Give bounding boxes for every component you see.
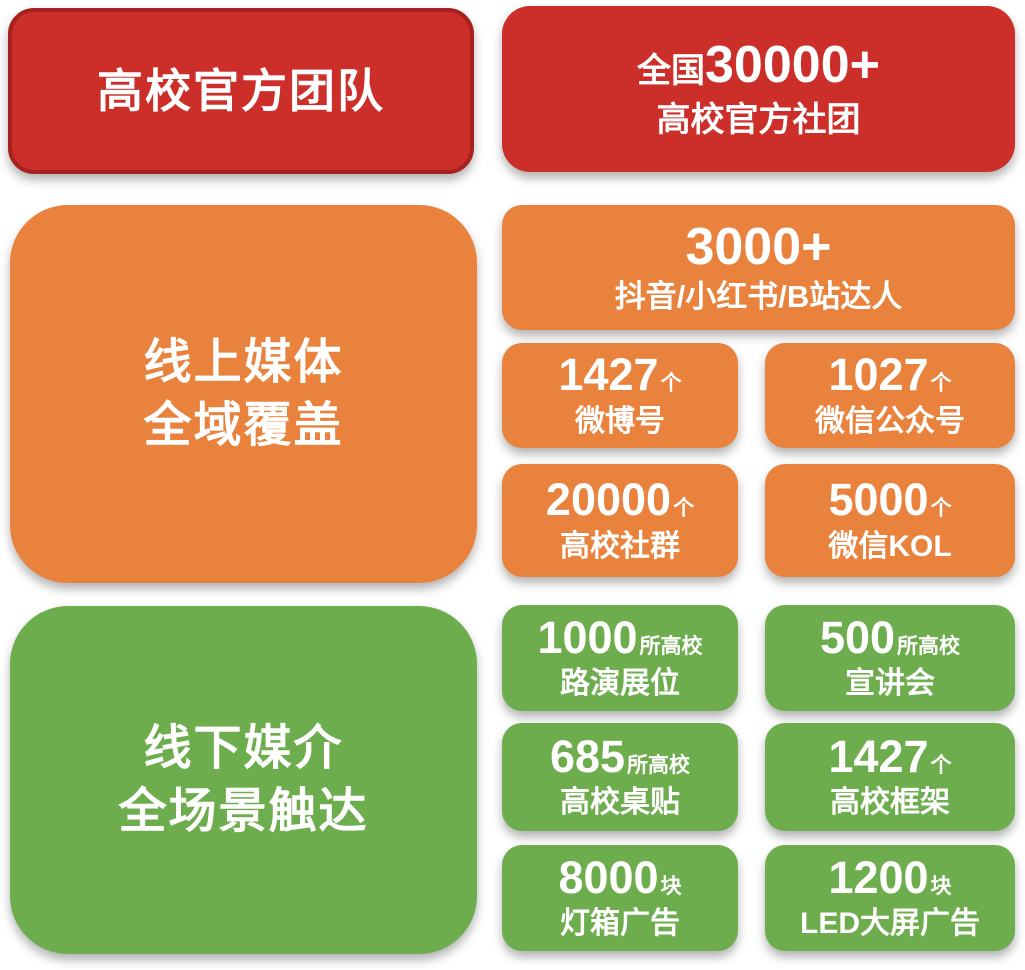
career-talks-number: 500 bbox=[819, 611, 896, 663]
desk-stickers-number-line: 685所高校 bbox=[550, 733, 690, 780]
card-desk-stickers: 685所高校 高校桌贴 bbox=[502, 723, 738, 831]
card-weibo-accounts: 1427个 微博号 bbox=[502, 343, 738, 448]
led-screen-number-line: 1200块 bbox=[828, 854, 951, 901]
communities-label: 高校社群 bbox=[560, 529, 680, 563]
roadshow-label: 路演展位 bbox=[560, 667, 680, 701]
card-lightbox-ads: 8000块 灯箱广告 bbox=[502, 845, 738, 951]
wechat-oa-number: 1027 bbox=[828, 349, 929, 401]
offline-media-title-line2: 全场景触达 bbox=[118, 785, 369, 838]
led-screen-unit: 块 bbox=[930, 874, 952, 898]
wechat-kol-label: 微信KOL bbox=[828, 529, 952, 563]
card-campus-frames: 1427个 高校框架 bbox=[765, 723, 1015, 831]
wechat-kol-number: 5000 bbox=[828, 474, 929, 526]
official-clubs-number: 30000+ bbox=[705, 36, 880, 94]
communities-number: 20000 bbox=[545, 474, 672, 526]
card-wechat-kol: 5000个 微信KOL bbox=[765, 464, 1015, 577]
card-offline-media-label: 线下媒介 全场景触达 bbox=[10, 606, 477, 954]
weibo-label: 微博号 bbox=[575, 404, 665, 438]
lightbox-number: 8000 bbox=[558, 851, 659, 903]
weibo-number-line: 1427个 bbox=[558, 351, 681, 398]
campus-frames-label: 高校框架 bbox=[830, 786, 950, 820]
roadshow-number: 1000 bbox=[537, 611, 638, 663]
card-online-media-label: 线上媒体 全域覆盖 bbox=[10, 205, 477, 583]
wechat-kol-number-line: 5000个 bbox=[828, 476, 951, 523]
official-clubs-number-line: 全国30000+ bbox=[637, 36, 880, 94]
career-talks-number-line: 500所高校 bbox=[820, 614, 960, 661]
led-screen-number: 1200 bbox=[828, 851, 929, 903]
wechat-oa-label: 微信公众号 bbox=[815, 404, 965, 438]
official-team-title: 高校官方团队 bbox=[97, 64, 385, 117]
card-led-screen-ads: 1200块 LED大屏广告 bbox=[765, 845, 1015, 951]
card-official-team: 高校官方团队 bbox=[8, 8, 474, 174]
desk-stickers-unit: 所高校 bbox=[627, 753, 691, 777]
card-douyin-xiaohongshu-bilibili: 3000+ 抖音/小红书/B站达人 bbox=[502, 205, 1015, 330]
wechat-oa-unit: 个 bbox=[930, 372, 952, 396]
desk-stickers-label: 高校桌贴 bbox=[560, 786, 680, 820]
career-talks-unit: 所高校 bbox=[897, 634, 961, 658]
card-wechat-official-accounts: 1027个 微信公众号 bbox=[765, 343, 1015, 448]
influencers-number: 3000+ bbox=[685, 217, 832, 276]
led-screen-label: LED大屏广告 bbox=[800, 907, 980, 941]
online-media-title-line1: 线上媒体 bbox=[143, 335, 344, 389]
career-talks-label: 宣讲会 bbox=[845, 667, 935, 701]
lightbox-number-line: 8000块 bbox=[558, 854, 681, 901]
online-media-title-line2: 全域覆盖 bbox=[143, 399, 344, 452]
official-clubs-prefix: 全国 bbox=[637, 52, 706, 90]
influencers-label: 抖音/小红书/B站达人 bbox=[614, 279, 903, 315]
card-roadshow-booths: 1000所高校 路演展位 bbox=[502, 605, 738, 711]
weibo-unit: 个 bbox=[660, 372, 682, 396]
weibo-number: 1427 bbox=[558, 349, 659, 401]
campus-frames-unit: 个 bbox=[930, 753, 952, 777]
card-career-talks: 500所高校 宣讲会 bbox=[765, 605, 1015, 711]
wechat-kol-unit: 个 bbox=[930, 497, 952, 521]
campus-frames-number: 1427 bbox=[828, 730, 929, 782]
lightbox-label: 灯箱广告 bbox=[560, 907, 680, 941]
desk-stickers-number: 685 bbox=[549, 730, 626, 782]
card-official-clubs: 全国30000+ 高校官方社团 bbox=[502, 6, 1015, 172]
communities-number-line: 20000个 bbox=[546, 476, 694, 523]
roadshow-number-line: 1000所高校 bbox=[537, 614, 702, 661]
wechat-oa-number-line: 1027个 bbox=[828, 351, 951, 398]
communities-unit: 个 bbox=[673, 497, 695, 521]
campus-frames-number-line: 1427个 bbox=[828, 733, 951, 780]
offline-media-title-line1: 线下媒介 bbox=[143, 721, 344, 775]
lightbox-unit: 块 bbox=[660, 874, 682, 898]
roadshow-unit: 所高校 bbox=[639, 634, 703, 658]
official-clubs-label: 高校官方社团 bbox=[656, 101, 861, 140]
card-university-communities: 20000个 高校社群 bbox=[502, 464, 738, 577]
